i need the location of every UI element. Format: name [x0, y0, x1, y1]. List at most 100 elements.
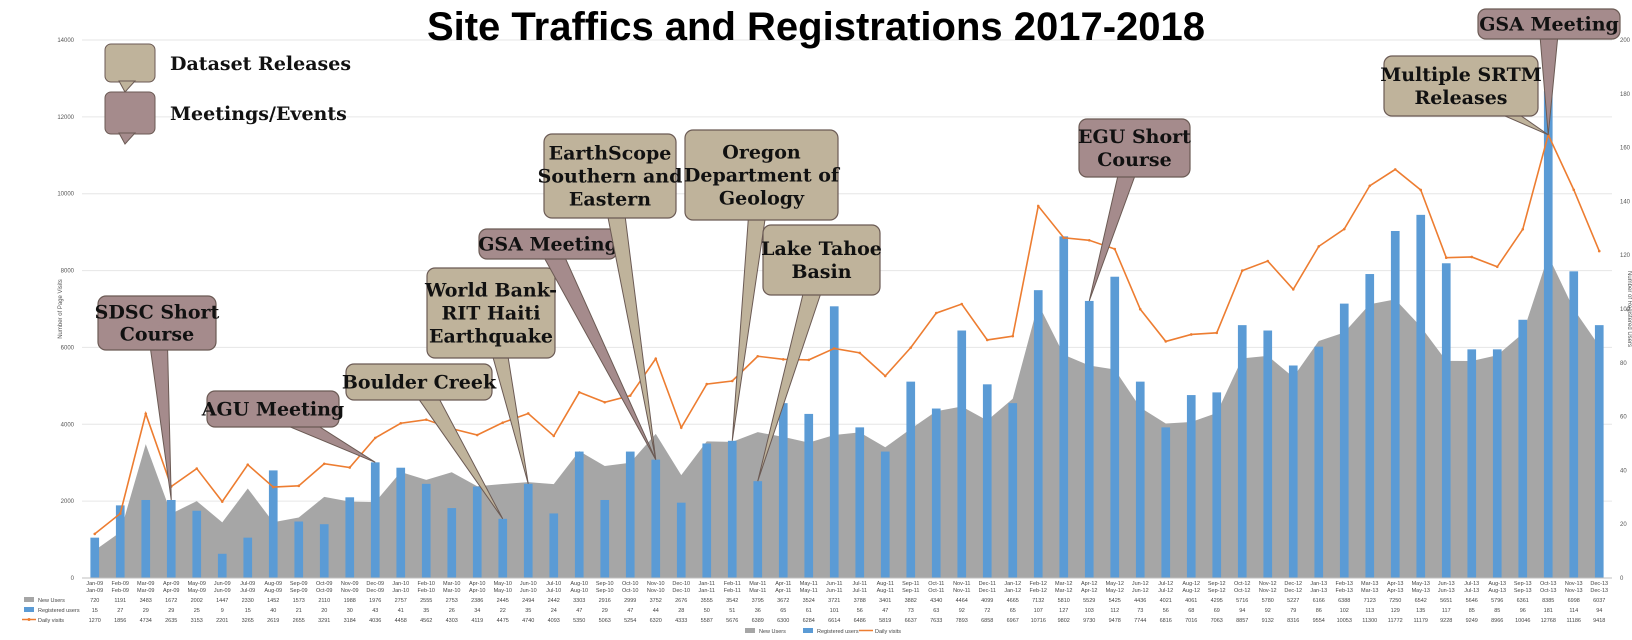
x-tick-label: Jan-12: [1004, 581, 1021, 587]
table-cell-registered-users: 41: [398, 608, 404, 614]
daily-visits-point: [1164, 340, 1168, 343]
registered-users-bar: [702, 443, 712, 578]
legend-label: Registered users: [817, 629, 859, 635]
table-cell-daily-visits: 4303: [446, 618, 458, 624]
x-tick-label: Jan-09: [86, 581, 103, 587]
x-tick-label: Dec-13: [1590, 588, 1608, 594]
x-tick-label: Oct-11: [928, 581, 944, 587]
table-cell-new-users: 6037: [1593, 598, 1605, 604]
x-tick-label: Dec-12: [1284, 588, 1302, 594]
table-cell-new-users: 1988: [344, 598, 356, 604]
table-cell-daily-visits: 3265: [242, 618, 254, 624]
x-tick-label: Jun-13: [1438, 588, 1455, 594]
daily-visits-point: [1572, 188, 1576, 192]
table-row-label: New Users: [38, 598, 65, 604]
chart-title: Site Traffics and Registrations 2017-201…: [427, 5, 1205, 49]
table-cell-new-users: 6998: [1568, 598, 1580, 604]
registered-users-bar: [778, 403, 788, 578]
daily-visits-line-path: [94, 132, 1600, 535]
x-tick-label: Aug-10: [570, 581, 588, 587]
daily-visits-point: [424, 418, 428, 421]
registered-users-bar: [498, 518, 508, 578]
x-tick-label: Nov-09: [341, 581, 359, 587]
table-cell-registered-users: 28: [678, 608, 684, 614]
registered-users-bar: [625, 451, 635, 578]
table-row-label: Registered users: [38, 608, 80, 614]
table-cell-daily-visits: 9802: [1058, 618, 1070, 624]
table-cell-new-users: 6361: [1517, 598, 1529, 604]
table-cell-registered-users: 103: [1085, 608, 1094, 614]
x-tick-label: May-12: [1106, 588, 1124, 594]
table-cell-registered-users: 44: [653, 608, 659, 614]
x-tick-label: Mar-09: [137, 581, 154, 587]
legend-callout-swatch: [104, 43, 156, 83]
x-tick-label: Jul-09: [240, 581, 255, 587]
daily-visits-point: [730, 379, 734, 383]
x-tick-label: Aug-09: [264, 588, 282, 594]
x-tick-label: Mar-11: [749, 588, 766, 594]
x-tick-label: Dec-11: [979, 581, 996, 587]
registered-users-bar: [1339, 303, 1349, 578]
callout-label: Basin: [791, 261, 851, 283]
registered-users-bar: [906, 381, 916, 578]
x-tick-label: Mar-10: [443, 581, 460, 587]
table-cell-daily-visits: 11300: [1362, 618, 1377, 624]
daily-visits-point: [603, 400, 607, 404]
table-cell-daily-visits: 6300: [777, 618, 789, 624]
registered-users-bar: [676, 502, 686, 578]
table-cell-daily-visits: 4093: [548, 618, 560, 624]
table-cell-registered-users: 85: [1494, 608, 1500, 614]
callout-pointer: [1538, 23, 1560, 135]
registered-users-bar: [447, 508, 457, 578]
x-tick-label: Feb-13: [1336, 588, 1353, 594]
table-cell-new-users: 4021: [1160, 598, 1172, 604]
y-left-tick-label: 8000: [61, 269, 75, 275]
table-cell-registered-users: 29: [168, 608, 174, 614]
registered-users-bar: [829, 306, 839, 578]
daily-visits-point: [93, 532, 97, 536]
legend-label: Daily visits: [875, 629, 901, 635]
table-cell-new-users: 2442: [548, 598, 560, 604]
daily-visits-point: [246, 463, 250, 466]
x-tick-label: Dec-10: [672, 588, 690, 594]
callout-join: [411, 377, 427, 387]
table-cell-new-users: 2999: [624, 598, 636, 604]
x-tick-label: Oct-09: [316, 588, 333, 594]
daily-visits-point: [909, 346, 913, 349]
x-tick-label: Feb-09: [112, 588, 129, 594]
table-cell-new-users: 8385: [1542, 598, 1554, 604]
registered-users-bar: [549, 513, 559, 578]
callout-label: SDSC Short: [95, 302, 220, 324]
callout-join: [601, 174, 619, 182]
daily-visits-point: [475, 433, 479, 437]
x-tick-label: Sep-13: [1514, 581, 1532, 587]
table-cell-daily-visits: 11186: [1567, 618, 1581, 624]
x-tick-label: Dec-12: [1284, 581, 1302, 587]
registered-users-bar: [982, 384, 992, 578]
table-cell-daily-visits: 4475: [497, 618, 509, 624]
daily-visits-point: [756, 354, 760, 358]
daily-visits-point: [271, 485, 275, 489]
table-cell-registered-users: 181: [1544, 608, 1553, 614]
table-cell-daily-visits: 10053: [1337, 618, 1352, 624]
daily-visits-point: [348, 466, 352, 469]
daily-visits-point: [1495, 265, 1499, 269]
table-cell-new-users: 3555: [701, 598, 713, 604]
table-row-key: [24, 597, 34, 602]
x-tick-label: Oct-12: [1234, 581, 1251, 587]
callout-label: Multiple SRTM: [1380, 64, 1542, 86]
registered-users-bar: [294, 521, 304, 578]
x-tick-label: Jan-13: [1310, 581, 1327, 587]
registered-users-bar: [523, 483, 533, 578]
table-cell-daily-visits: 4562: [420, 618, 432, 624]
legend-swatch: [803, 628, 813, 633]
x-tick-label: Oct-10: [622, 588, 639, 594]
table-cell-daily-visits: 4734: [140, 618, 152, 624]
daily-visits-point: [985, 338, 989, 342]
registered-users-bar: [421, 483, 431, 578]
table-cell-registered-users: 50: [704, 608, 710, 614]
registered-users-bar: [217, 553, 227, 578]
table-cell-registered-users: 56: [1163, 608, 1169, 614]
table-cell-new-users: 4464: [956, 598, 968, 604]
